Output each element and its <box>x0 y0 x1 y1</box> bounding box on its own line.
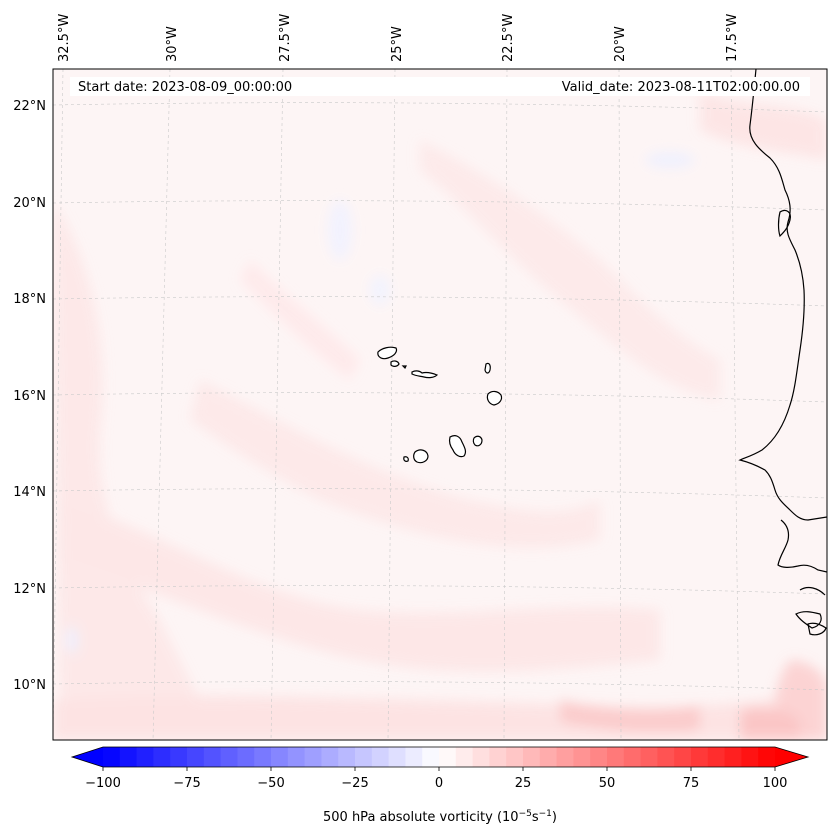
lat-label-20n: 20°N <box>13 196 46 211</box>
lon-label-27-5w: 27.5°W <box>278 14 293 62</box>
colorbar-cell <box>674 747 692 767</box>
lat-label-10n: 10°N <box>13 678 46 693</box>
maio <box>472 435 483 447</box>
colorbar-cell <box>119 747 138 767</box>
colorbar-cell <box>691 747 709 767</box>
start-date-label: Start date: 2023-08-09_00:00:00 <box>78 80 292 95</box>
colorbar-ticks: −100 −75 −50 −25 0 25 50 75 100 <box>85 767 787 791</box>
colorbar-cell <box>153 747 171 767</box>
colorbar-cell <box>506 747 524 767</box>
colorbar-tick-label: 75 <box>683 776 700 791</box>
colorbar-cells <box>103 747 776 767</box>
lat-label-18n: 18°N <box>13 292 46 307</box>
colorbar-cell <box>254 747 272 767</box>
lon-label-22-5w: 22.5°W <box>501 14 516 62</box>
fogo <box>413 449 429 464</box>
colorbar-cell <box>489 747 507 767</box>
santa-luzia <box>401 365 407 370</box>
colorbar-cell <box>640 747 658 767</box>
colorbar-label: 500 hPa absolute vorticity (10−5s−1) <box>323 809 557 825</box>
colorbar-cell <box>539 747 558 767</box>
colorbar-cell <box>321 747 339 767</box>
colorbar-cell <box>573 747 591 767</box>
colorbar-cell <box>287 747 306 767</box>
sal <box>484 362 491 374</box>
longitude-labels: 32.5°W 30°W 27.5°W 25°W 22.5°W 20°W 17.5… <box>57 14 740 62</box>
colorbar-cell <box>355 747 373 767</box>
lon-label-30w: 30°W <box>165 26 180 62</box>
sao-nicolau <box>411 370 439 379</box>
colorbar-cell <box>657 747 675 767</box>
colorbar-cell <box>271 747 289 767</box>
lat-label-12n: 12°N <box>13 582 46 597</box>
colorbar-tick-label: 50 <box>599 776 616 791</box>
colorbar-cell <box>472 747 490 767</box>
lat-label-16n: 16°N <box>13 389 46 404</box>
colorbar-cell <box>304 747 322 767</box>
colorbar-max-extension <box>775 747 808 767</box>
colorbar-tick-label: 100 <box>763 776 788 791</box>
date-header-band <box>70 77 810 96</box>
colorbar-cell <box>103 747 121 767</box>
colorbar-cell <box>388 747 406 767</box>
boa-vista <box>486 390 503 406</box>
colorbar-cell <box>136 747 154 767</box>
colorbar-cell <box>724 747 742 767</box>
colorbar: −100 −75 −50 −25 0 25 50 75 100 500 hPa absolute… <box>70 746 810 825</box>
colorbar-cell <box>371 747 390 767</box>
colorbar-tick-label: −100 <box>85 776 121 791</box>
lon-label-25w: 25°W <box>390 26 405 62</box>
colorbar-tick-label: −25 <box>341 776 368 791</box>
colorbar-tick-label: −75 <box>173 776 200 791</box>
colorbar-cell <box>203 747 222 767</box>
lon-label-17-5w: 17.5°W <box>725 14 740 62</box>
africa-coastline <box>738 69 827 521</box>
colorbar-cell <box>220 747 238 767</box>
lat-label-22n: 22°N <box>13 99 46 114</box>
lon-label-20w: 20°W <box>613 26 628 62</box>
colorbar-cell <box>170 747 188 767</box>
colorbar-cell <box>439 747 457 767</box>
colorbar-min-extension <box>72 747 103 767</box>
colorbar-tick-label: 25 <box>515 776 532 791</box>
colorbar-cell <box>455 747 474 767</box>
colorbar-cell <box>741 747 759 767</box>
lon-label-32-5w: 32.5°W <box>57 14 72 62</box>
map-panel: Start date: 2023-08-09_00:00:00 Valid_da… <box>52 68 828 741</box>
colorbar-tick-label: 0 <box>435 776 443 791</box>
sao-vicente <box>390 360 400 367</box>
colorbar-cell <box>623 747 642 767</box>
colorbar-cell <box>422 747 440 767</box>
valid-date-label: Valid_date: 2023-08-11T02:00:00.00 <box>562 80 800 95</box>
brava <box>403 456 409 462</box>
colorbar-cell <box>338 747 356 767</box>
graticule <box>53 69 827 740</box>
vorticity-field <box>53 69 827 740</box>
coastline <box>738 69 827 636</box>
colorbar-cell <box>523 747 541 767</box>
colorbar-tick-label: −50 <box>257 776 284 791</box>
colorbar-cell <box>237 747 255 767</box>
colorbar-cell <box>607 747 625 767</box>
colorbar-cell <box>405 747 423 767</box>
cape-verde-islands <box>377 346 503 464</box>
latitude-labels: 22°N 20°N 18°N 16°N 14°N 12°N 10°N <box>13 99 46 693</box>
colorbar-cell <box>187 747 205 767</box>
santo-antao <box>377 346 398 360</box>
lat-label-14n: 14°N <box>13 485 46 500</box>
santiago <box>449 435 467 458</box>
colorbar-cell <box>707 747 726 767</box>
colorbar-cell <box>556 747 574 767</box>
colorbar-cell <box>758 747 776 767</box>
colorbar-cell <box>590 747 608 767</box>
map-frame <box>52 68 828 741</box>
